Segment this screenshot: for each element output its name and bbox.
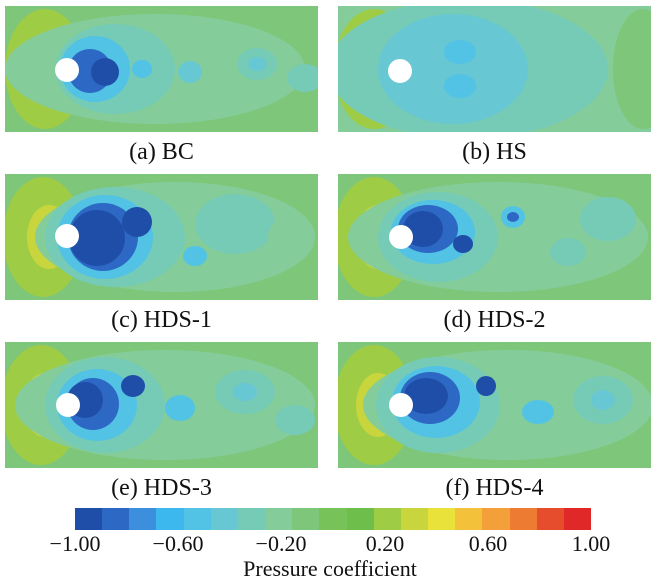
colorbar-segment	[482, 508, 510, 530]
colorbar-segment	[536, 508, 564, 530]
colorbar-tick: 1.00	[571, 531, 611, 556]
panel-a-caption: (a) BC	[129, 139, 194, 165]
colorbar-tick: −0.60	[152, 531, 204, 556]
colorbar-segment	[346, 508, 374, 530]
colorbar-segment	[210, 508, 238, 530]
colorbar-segment	[509, 508, 537, 530]
colorbar-segment	[373, 508, 401, 530]
panel-c-contour	[5, 174, 318, 300]
panel-a-contour	[5, 6, 318, 132]
colorbar-tick: 0.20	[365, 531, 405, 556]
colorbar-segment	[455, 508, 483, 530]
colorbar-segment	[75, 508, 103, 530]
colorbar-segment	[237, 508, 266, 530]
colorbar-tick: −0.20	[255, 531, 307, 556]
colorbar-segment	[563, 508, 591, 530]
colorbar-tick: 0.60	[468, 531, 508, 556]
colorbar-segment	[129, 508, 157, 530]
colorbar-segment	[319, 508, 347, 530]
colorbar-segment	[265, 508, 293, 530]
panel-d-caption: (d) HDS-2	[443, 307, 546, 333]
colorbar-segment	[102, 508, 130, 530]
panel-c-caption: (c) HDS-1	[111, 307, 212, 333]
colorbar-segment	[183, 508, 211, 530]
colorbar-segment	[156, 508, 184, 530]
colorbar	[75, 508, 591, 530]
panel-d-contour	[338, 174, 651, 300]
panel-e-caption: (e) HDS-3	[111, 475, 212, 501]
panel-b-contour	[338, 6, 651, 132]
colorbar-title: Pressure coefficient	[243, 556, 417, 581]
colorbar-segment	[400, 508, 429, 530]
panel-b-caption: (b) HS	[462, 139, 527, 165]
panel-f-contour	[338, 342, 651, 468]
colorbar-segment	[428, 508, 456, 530]
panel-e-contour	[5, 342, 318, 468]
colorbar-tick: −1.00	[49, 531, 101, 556]
colorbar-segment	[292, 508, 320, 530]
panel-f-caption: (f) HDS-4	[445, 475, 544, 501]
